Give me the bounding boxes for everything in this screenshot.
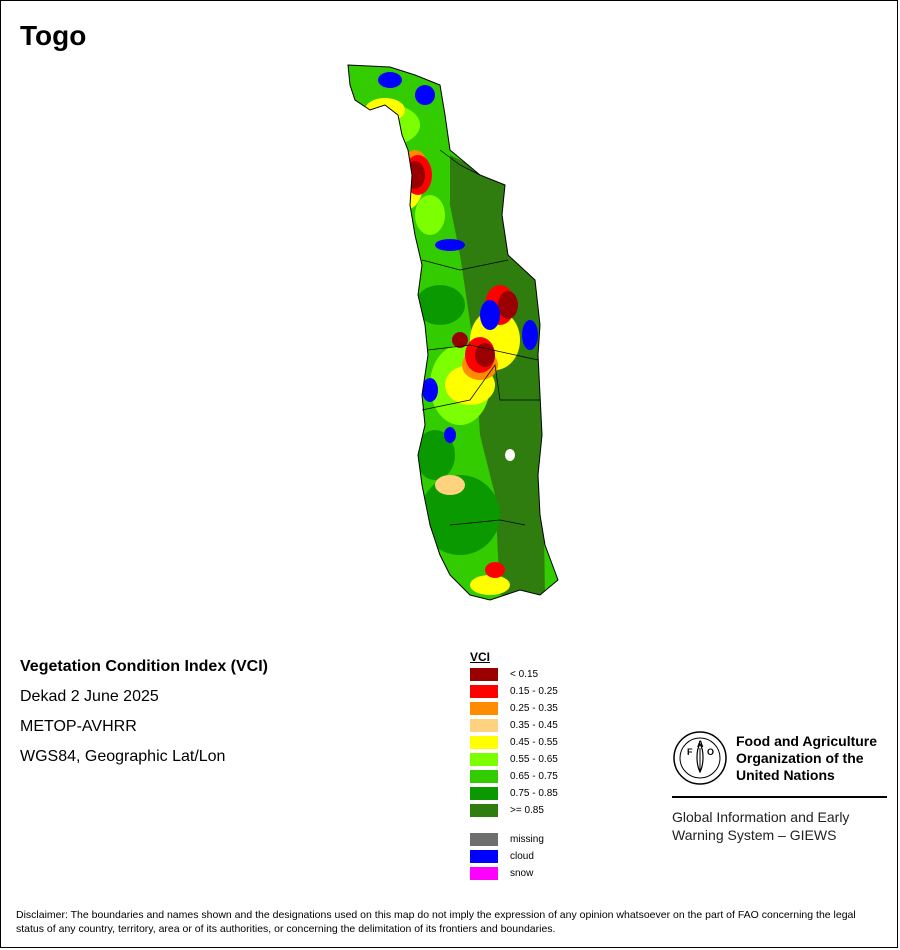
legend-class-label: 0.15 - 0.25	[510, 686, 558, 697]
legend-title: VCI	[470, 650, 491, 664]
legend-class-label: < 0.15	[510, 669, 539, 680]
legend-other-row: missing	[470, 831, 558, 848]
legend-other: missing cloud snow	[470, 831, 558, 882]
legend-other-swatch	[470, 850, 498, 863]
legend-class-row: 0.55 - 0.65	[470, 751, 558, 768]
period: Dekad 2 June 2025	[20, 688, 159, 705]
legend-class-swatch	[470, 787, 498, 800]
legend-other-label: missing	[510, 834, 544, 845]
legend-class-label: 0.75 - 0.85	[510, 788, 558, 799]
legend-class-swatch	[470, 685, 498, 698]
fao-name-line3: United Nations	[736, 766, 835, 783]
legend-class-label: 0.25 - 0.35	[510, 703, 558, 714]
legend-other-swatch	[470, 867, 498, 880]
legend-class-label: >= 0.85	[510, 805, 544, 816]
togo-vci-map	[347, 64, 559, 601]
index-name: Vegetation Condition Index (VCI)	[20, 658, 268, 675]
projection: WGS84, Geographic Lat/Lon	[20, 748, 226, 765]
legend-class-row: 0.15 - 0.25	[470, 683, 558, 700]
legend-class-label: 0.65 - 0.75	[510, 771, 558, 782]
fao-name: Food and Agriculture Organization of the…	[736, 733, 877, 784]
giews-line1: Global Information and Early	[672, 809, 850, 825]
map-info: Vegetation Condition Index (VCI) Dekad 2…	[20, 655, 268, 775]
legend-class-swatch	[470, 753, 498, 766]
legend-class-swatch	[470, 804, 498, 817]
fao-name-line2: Organization of the	[736, 749, 864, 766]
legend-class-row: >= 0.85	[470, 802, 558, 819]
legend-class-swatch	[470, 719, 498, 732]
fao-logo-f: F	[687, 747, 693, 757]
fao-logo-a: A	[697, 739, 704, 749]
legend-other-swatch	[470, 833, 498, 846]
giews-name: Global Information and Early Warning Sys…	[672, 808, 892, 844]
legend-class-row: 0.45 - 0.55	[470, 734, 558, 751]
legend-class-row: 0.75 - 0.85	[470, 785, 558, 802]
legend-class-swatch	[470, 668, 498, 681]
fao-logo-o: O	[707, 747, 714, 757]
legend-class-row: 0.35 - 0.45	[470, 717, 558, 734]
legend-class-row: 0.25 - 0.35	[470, 700, 558, 717]
vci-legend: VCI < 0.15 0.15 - 0.25 0.25 - 0.35 0.35 - 0…	[470, 650, 558, 882]
giews-line2: Warning System – GIEWS	[672, 827, 837, 843]
legend-class-swatch	[470, 702, 498, 715]
legend-class-label: 0.55 - 0.65	[510, 754, 558, 765]
legend-other-row: snow	[470, 865, 558, 882]
fao-block: F A O Food and Agriculture Organization …	[672, 730, 892, 844]
legend-class-swatch	[470, 770, 498, 783]
fao-name-line1: Food and Agriculture	[736, 732, 878, 749]
disclaimer: Disclaimer: The boundaries and names sho…	[16, 909, 856, 935]
legend-class-row: < 0.15	[470, 666, 558, 683]
legend-other-label: snow	[510, 868, 534, 879]
sensor: METOP-AVHRR	[20, 718, 137, 735]
fao-logo-icon: F A O	[673, 731, 727, 785]
legend-class-label: 0.45 - 0.55	[510, 737, 558, 748]
map-title: Togo	[20, 20, 87, 51]
legend-class-row: 0.65 - 0.75	[470, 768, 558, 785]
fao-divider	[672, 796, 887, 798]
legend-classes: < 0.15 0.15 - 0.25 0.25 - 0.35 0.35 - 0.45 0…	[470, 666, 558, 819]
legend-class-label: 0.35 - 0.45	[510, 720, 558, 731]
legend-other-row: cloud	[470, 848, 558, 865]
legend-other-label: cloud	[510, 851, 534, 862]
legend-class-swatch	[470, 736, 498, 749]
